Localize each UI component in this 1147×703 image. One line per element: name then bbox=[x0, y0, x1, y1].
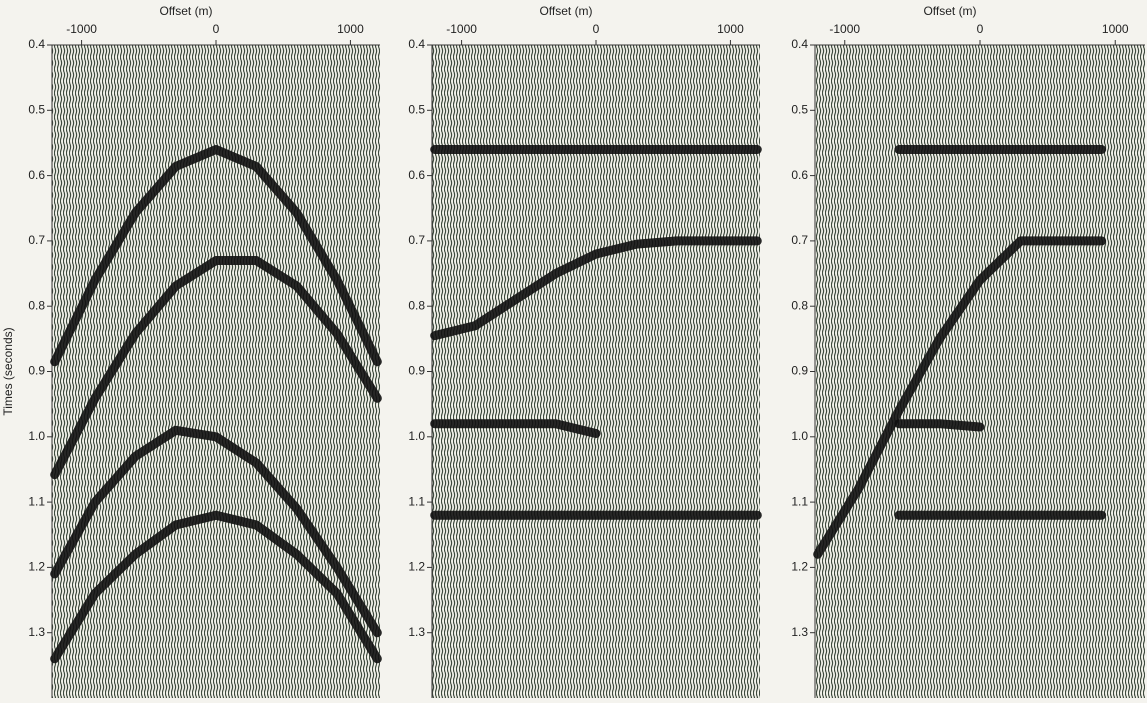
y-tick-label: 0.7 bbox=[408, 233, 425, 247]
reflection-event bbox=[430, 419, 601, 438]
x-tick-label: -1000 bbox=[829, 22, 860, 36]
y-tick-label: 0.7 bbox=[28, 233, 45, 247]
y-tick-label: 0.9 bbox=[408, 364, 425, 378]
reflection-event bbox=[813, 236, 1107, 559]
x-tick-label: 1000 bbox=[337, 22, 364, 36]
y-tick-label: 1.2 bbox=[791, 560, 808, 574]
y-tick-label: 1.3 bbox=[791, 625, 808, 639]
y-tick-label: 1.0 bbox=[791, 429, 808, 443]
y-tick-label: 1.2 bbox=[408, 560, 425, 574]
y-tick-label: 1.3 bbox=[408, 625, 425, 639]
x-tick-label: -1000 bbox=[66, 22, 97, 36]
x-axis-title: Offset (m) bbox=[539, 4, 592, 18]
y-tick-label: 0.8 bbox=[791, 298, 808, 312]
y-tick-label: 0.4 bbox=[408, 37, 425, 51]
y-tick-label: 1.0 bbox=[28, 429, 45, 443]
y-tick-label: 0.8 bbox=[408, 298, 425, 312]
y-tick-label: 0.5 bbox=[28, 102, 45, 116]
reflection-event bbox=[50, 256, 382, 480]
y-tick-label: 0.8 bbox=[28, 298, 45, 312]
y-tick-label: 1.0 bbox=[408, 429, 425, 443]
y-tick-label: 0.6 bbox=[28, 168, 45, 182]
reflection-event bbox=[430, 236, 762, 341]
seismic-panel bbox=[432, 45, 760, 698]
reflection-event bbox=[50, 425, 382, 638]
x-tick-label: 1000 bbox=[1102, 22, 1129, 36]
x-axis-title: Offset (m) bbox=[159, 4, 212, 18]
y-tick-label: 0.4 bbox=[791, 37, 808, 51]
x-axis-title: Offset (m) bbox=[923, 4, 976, 18]
y-tick-label: 0.6 bbox=[791, 168, 808, 182]
seismic-panel bbox=[815, 45, 1145, 698]
x-tick-label: -1000 bbox=[446, 22, 477, 36]
y-tick-label: 1.2 bbox=[28, 560, 45, 574]
y-tick-label: 0.5 bbox=[408, 102, 425, 116]
x-tick-label: 0 bbox=[977, 22, 984, 36]
y-tick-label: 0.9 bbox=[791, 364, 808, 378]
x-tick-label: 1000 bbox=[717, 22, 744, 36]
reflection-event bbox=[50, 145, 382, 367]
y-tick-label: 1.1 bbox=[28, 494, 45, 508]
y-tick-label: 1.1 bbox=[408, 494, 425, 508]
reflection-event bbox=[50, 510, 382, 664]
reflection-event bbox=[894, 419, 985, 432]
y-tick-label: 0.6 bbox=[408, 168, 425, 182]
y-tick-label: 0.7 bbox=[791, 233, 808, 247]
y-tick-label: 0.9 bbox=[28, 364, 45, 378]
x-tick-label: 0 bbox=[213, 22, 220, 36]
seismic-panel bbox=[52, 45, 380, 698]
y-tick-label: 0.5 bbox=[791, 102, 808, 116]
y-tick-label: 1.1 bbox=[791, 494, 808, 508]
y-axis-title: Times (seconds) bbox=[1, 327, 15, 415]
y-tick-label: 1.3 bbox=[28, 625, 45, 639]
x-tick-label: 0 bbox=[593, 22, 600, 36]
y-tick-label: 0.4 bbox=[28, 37, 45, 51]
